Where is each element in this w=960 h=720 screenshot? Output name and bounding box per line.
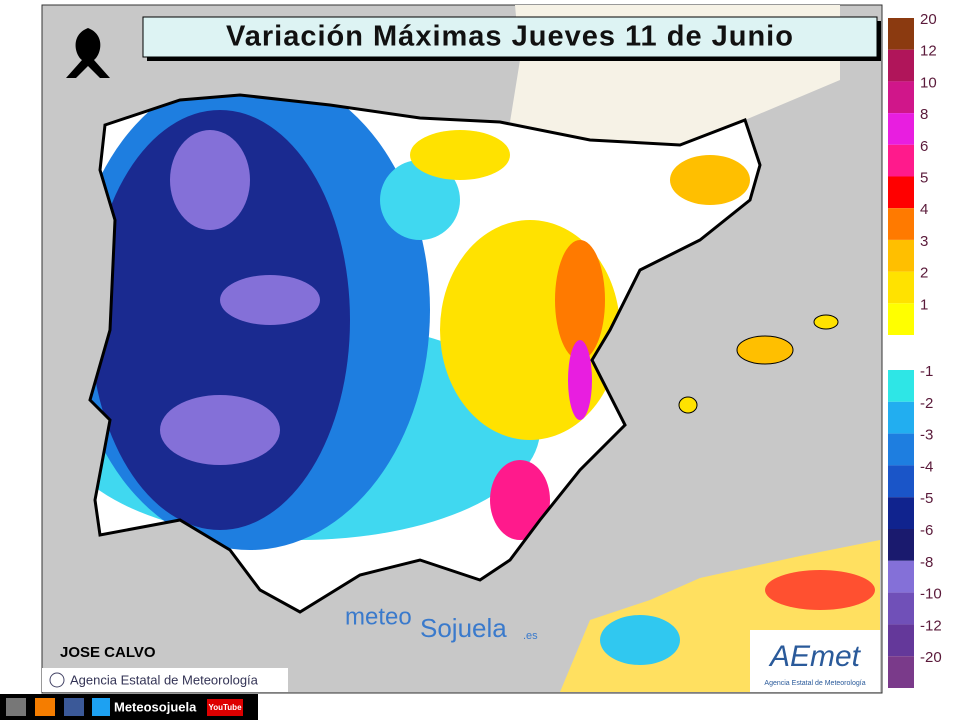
legend-label: 8 bbox=[920, 106, 928, 123]
zone bbox=[160, 395, 280, 465]
legend-label: 4 bbox=[920, 201, 928, 218]
legend-label: 10 bbox=[920, 74, 937, 91]
legend-swatch bbox=[888, 303, 914, 335]
legend-label: 2 bbox=[920, 265, 928, 282]
legend-swatch bbox=[888, 176, 914, 209]
zone bbox=[90, 110, 350, 530]
ribbon bbox=[66, 28, 110, 78]
youtube-icon[interactable] bbox=[207, 699, 243, 716]
zone bbox=[220, 275, 320, 325]
legend-label: 1 bbox=[920, 296, 928, 313]
handle[interactable]: Meteosojuela bbox=[114, 699, 197, 714]
coastline bbox=[88, 93, 762, 614]
legend-swatch bbox=[888, 529, 914, 561]
island bbox=[678, 396, 698, 414]
legend-label: 5 bbox=[920, 169, 928, 186]
title-box bbox=[142, 16, 878, 58]
zone bbox=[380, 160, 460, 240]
legend-swatch bbox=[888, 465, 914, 498]
legend-swatch bbox=[888, 560, 914, 593]
zone bbox=[410, 130, 510, 180]
zone bbox=[568, 340, 592, 420]
instagram-icon[interactable] bbox=[6, 698, 26, 716]
source: Agencia Estatal de Meteorología bbox=[70, 672, 259, 687]
legend-swatch bbox=[888, 656, 914, 688]
legend-label: 12 bbox=[920, 43, 937, 60]
legend-label: -2 bbox=[920, 395, 933, 412]
africa-warm bbox=[765, 570, 875, 610]
africa-cool bbox=[600, 615, 680, 665]
legend-swatch bbox=[888, 81, 914, 114]
island bbox=[813, 314, 839, 330]
legend-swatch bbox=[888, 113, 914, 145]
blogger-icon[interactable] bbox=[35, 698, 55, 716]
copyright-icon bbox=[49, 672, 65, 688]
zone bbox=[555, 240, 605, 360]
legend-swatch bbox=[888, 592, 914, 625]
legend-swatch bbox=[888, 497, 914, 529]
title: Variación Máximas Jueves 11 de Junio bbox=[226, 21, 794, 53]
zone bbox=[670, 155, 750, 205]
legend-label: -20 bbox=[920, 649, 942, 666]
legend-swatch bbox=[888, 144, 914, 177]
logo: AEmet bbox=[768, 640, 862, 673]
logo-caption: Agencia Estatal de Meteorología bbox=[764, 680, 865, 687]
legend-swatch bbox=[888, 208, 914, 240]
legend-label: 20 bbox=[920, 11, 937, 28]
zone bbox=[170, 130, 250, 230]
zone bbox=[490, 460, 550, 540]
legend-swatch bbox=[888, 370, 914, 402]
logo-box bbox=[750, 630, 880, 692]
legend: 20 12 10 8 6 5 4 3 2 1 -1 -2 -3 -4 -5 -6 -8 -10 -12 -20 bbox=[888, 11, 942, 688]
legend-label: -12 bbox=[920, 617, 942, 634]
twitter-icon[interactable] bbox=[92, 698, 110, 716]
legend-label: -4 bbox=[920, 458, 933, 475]
legend-swatch bbox=[888, 433, 914, 466]
legend-swatch bbox=[888, 401, 914, 434]
facebook-icon[interactable] bbox=[64, 698, 84, 716]
legend-swatch bbox=[888, 239, 914, 272]
legend-label: -8 bbox=[920, 554, 933, 571]
island bbox=[736, 335, 794, 365]
legend-swatch bbox=[888, 271, 914, 304]
legend-label: 3 bbox=[920, 233, 928, 250]
legend-swatch bbox=[888, 49, 914, 82]
legend-swatch bbox=[888, 18, 914, 50]
author: JOSE CALVO bbox=[60, 644, 156, 661]
legend-label: -6 bbox=[920, 522, 933, 539]
legend-label: -5 bbox=[920, 490, 933, 507]
legend-label: -1 bbox=[920, 363, 933, 380]
youtube[interactable]: YouTube bbox=[208, 703, 242, 712]
watermark: Sojuela bbox=[420, 613, 507, 643]
legend-label: -10 bbox=[920, 586, 942, 603]
source-box bbox=[42, 668, 288, 692]
legend-label: 6 bbox=[920, 138, 928, 155]
watermark: .es bbox=[523, 630, 538, 642]
watermark: meteo bbox=[345, 603, 412, 630]
legend-swatch bbox=[888, 624, 914, 657]
legend-label: -3 bbox=[920, 427, 933, 444]
